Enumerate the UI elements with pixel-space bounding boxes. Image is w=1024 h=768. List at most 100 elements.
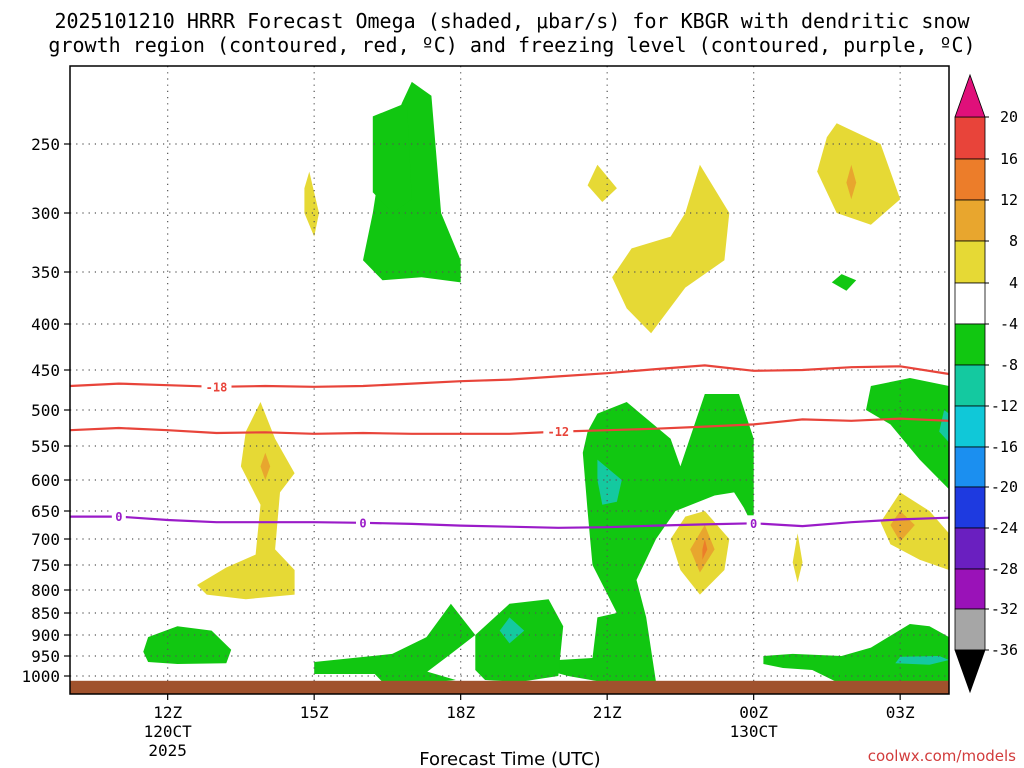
plot-area: -18 -12 0 0 0 bbox=[69, 65, 950, 695]
colorbar-label-6: -8 bbox=[1000, 356, 1018, 374]
omega-region-18 bbox=[880, 492, 949, 570]
omega-region-3 bbox=[587, 164, 617, 202]
contour-label-freezing-level-0-2: 0 bbox=[750, 517, 757, 531]
contour-dgz-minus-12 bbox=[69, 417, 950, 435]
contour-label-bg bbox=[356, 514, 370, 530]
x-tick-date-12: 120CT bbox=[144, 722, 193, 741]
contour-label-bg bbox=[111, 508, 126, 524]
colorbar-label-13: -36 bbox=[991, 641, 1018, 659]
omega-region-4 bbox=[612, 164, 730, 334]
omega-shading bbox=[143, 81, 949, 682]
colorbar-label-11: -28 bbox=[991, 560, 1018, 578]
omega-region-24 bbox=[499, 617, 525, 644]
colorbar-band-0 bbox=[954, 116, 986, 160]
colorbar-band-9 bbox=[954, 486, 986, 529]
contour-label-freezing-level-0-1: 0 bbox=[359, 516, 366, 530]
x-axis-label: Forecast Time (UTC) bbox=[419, 749, 600, 768]
contour-label-bg bbox=[746, 515, 761, 531]
omega-region-21 bbox=[895, 656, 949, 665]
y-tick-700: 700 bbox=[31, 530, 60, 549]
colorbar-label-5: -4 bbox=[1000, 315, 1018, 333]
omega-region-11 bbox=[597, 459, 622, 505]
colorbar-label-0: 20 bbox=[1000, 108, 1018, 126]
omega-region-6 bbox=[846, 164, 857, 200]
colorbar-band-4 bbox=[954, 282, 986, 325]
contour-label-freezing-level-0-0: 0 bbox=[115, 510, 122, 524]
omega-region-2 bbox=[304, 171, 319, 237]
omega-region-5 bbox=[817, 123, 901, 225]
contour-label-bg bbox=[201, 378, 232, 394]
omega-region-17 bbox=[939, 410, 949, 443]
colorbar-label-10: -24 bbox=[991, 519, 1018, 537]
colorbar-band-12 bbox=[954, 608, 986, 651]
contour-label-bg bbox=[543, 423, 574, 439]
omega-region-16 bbox=[866, 378, 949, 490]
colorbar-label-2: 12 bbox=[1000, 191, 1018, 209]
omega-region-0 bbox=[363, 81, 461, 283]
x-tick-24: 00Z bbox=[739, 703, 768, 722]
colorbar-label-4: 4 bbox=[1009, 274, 1018, 292]
x-tick-12: 12Z bbox=[153, 703, 182, 722]
terrain-band bbox=[70, 680, 949, 694]
omega-region-25 bbox=[314, 603, 476, 676]
colorbar-band-7 bbox=[954, 405, 986, 448]
credit-text[interactable]: coolwx.com/models bbox=[868, 747, 1016, 765]
gridlines bbox=[70, 66, 949, 694]
contour-label-dgz-minus-12-0: -12 bbox=[547, 425, 569, 439]
colorbar-band-2 bbox=[954, 199, 986, 242]
omega-region-8 bbox=[197, 402, 295, 600]
y-tick-950: 950 bbox=[31, 647, 60, 666]
y-tick-500: 500 bbox=[31, 401, 60, 420]
omega-region-26 bbox=[372, 670, 456, 682]
x-tick-date-24: 130CT bbox=[730, 722, 779, 741]
y-axis: 250 300 350 400 450 500 550 600 650 700 750 800 850 9… bbox=[21, 135, 70, 686]
y-tick-650: 650 bbox=[31, 502, 60, 521]
y-tick-600: 600 bbox=[31, 471, 60, 490]
y-tick-450: 450 bbox=[31, 361, 60, 380]
omega-region-22 bbox=[143, 626, 232, 664]
colorbar-band-8 bbox=[954, 446, 986, 488]
y-tick-900: 900 bbox=[31, 626, 60, 645]
y-tick-1000: 1000 bbox=[21, 667, 60, 686]
omega-region-23 bbox=[475, 599, 564, 682]
colorbar-label-8: -16 bbox=[991, 438, 1018, 456]
colorbar-label-7: -12 bbox=[991, 397, 1018, 415]
colorbar-band-10 bbox=[954, 527, 986, 570]
chart-title-line2: growth region (contoured, red, ºC) and f… bbox=[48, 33, 975, 57]
x-tick-15: 15Z bbox=[300, 703, 329, 722]
contour-label-dgz-minus-18-0: -18 bbox=[206, 380, 228, 394]
y-tick-250: 250 bbox=[31, 135, 60, 154]
colorbar-band-3 bbox=[954, 240, 986, 284]
colorbar-top-arrow bbox=[954, 73, 986, 118]
colorbar-band-5 bbox=[954, 323, 986, 366]
colorbar-band-1 bbox=[954, 158, 986, 201]
colorbar-label-3: 8 bbox=[1009, 232, 1018, 250]
colorbar-label-9: -20 bbox=[991, 478, 1018, 496]
contours: -18 -12 0 0 0 bbox=[69, 364, 950, 531]
y-tick-400: 400 bbox=[31, 315, 60, 334]
chart-title-line1: 2025101210 HRRR Forecast Omega (shaded, … bbox=[54, 9, 970, 33]
y-tick-550: 550 bbox=[31, 437, 60, 456]
x-tick-21: 21Z bbox=[593, 703, 622, 722]
contour-freezing-level-0 bbox=[70, 515, 950, 529]
omega-region-14 bbox=[702, 539, 708, 560]
x-tick-18: 18Z bbox=[446, 703, 475, 722]
colorbar-label-12: -32 bbox=[991, 600, 1018, 618]
omega-region-20 bbox=[763, 624, 949, 682]
omega-region-13 bbox=[690, 525, 715, 573]
x-tick-year-12: 2025 bbox=[148, 741, 187, 760]
y-tick-300: 300 bbox=[31, 204, 60, 223]
y-tick-800: 800 bbox=[31, 581, 60, 600]
plot-frame bbox=[69, 65, 950, 695]
omega-region-1 bbox=[372, 102, 412, 213]
colorbar: 20 16 12 8 4 -4 -8 -12 -16 -20 -24 -28 -32 -36 bbox=[954, 73, 1018, 694]
colorbar-band-6 bbox=[954, 364, 986, 407]
omega-region-7 bbox=[831, 274, 857, 291]
omega-region-15 bbox=[792, 533, 803, 583]
y-tick-350: 350 bbox=[31, 263, 60, 282]
colorbar-bottom-arrow bbox=[954, 649, 986, 694]
y-tick-850: 850 bbox=[31, 604, 60, 623]
colorbar-band-11 bbox=[954, 568, 986, 610]
